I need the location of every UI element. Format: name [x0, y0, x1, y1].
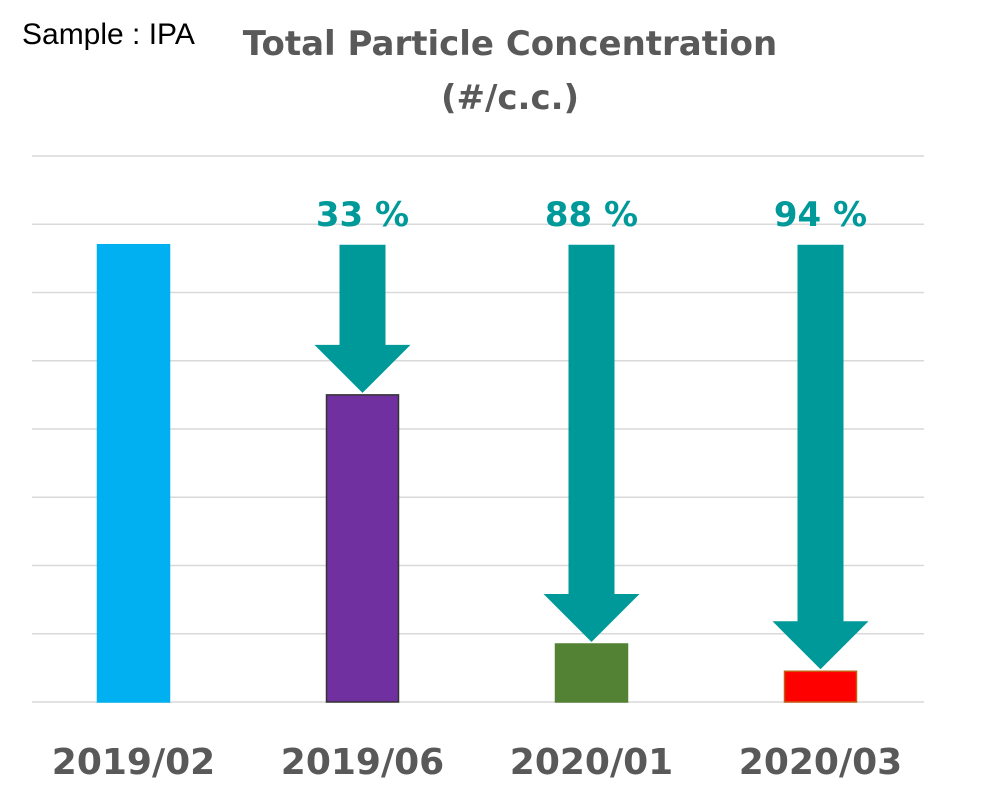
bars [96, 243, 858, 703]
bar-2020-03 [783, 670, 858, 703]
reduction-arrow [772, 244, 869, 670]
reduction-arrow [543, 244, 640, 642]
reduction-arrow [314, 244, 411, 393]
reduction-label: 88 % [545, 195, 638, 235]
chart-title: Total Particle Concentration [242, 24, 778, 64]
x-tick-label: 2019/02 [52, 742, 215, 783]
chart-title-unit: (#/c.c.) [440, 78, 580, 118]
x-tick-label: 2020/03 [739, 742, 902, 783]
labels: 2019/02 2019/06 33 % 2020/01 88 % 2020/03 94 % [52, 195, 902, 783]
x-tick-label: 2020/01 [510, 742, 673, 783]
reduction-label: 33 % [316, 195, 409, 235]
sample-label: Sample : IPA [22, 18, 195, 51]
bar-2019-06 [325, 394, 400, 703]
bar-2019-02 [96, 243, 171, 703]
gridlines [32, 155, 924, 703]
reduction-label: 94 % [774, 195, 867, 235]
bar-2020-01 [554, 643, 629, 703]
x-tick-label: 2019/06 [281, 742, 444, 783]
reduction-arrows [314, 244, 869, 670]
